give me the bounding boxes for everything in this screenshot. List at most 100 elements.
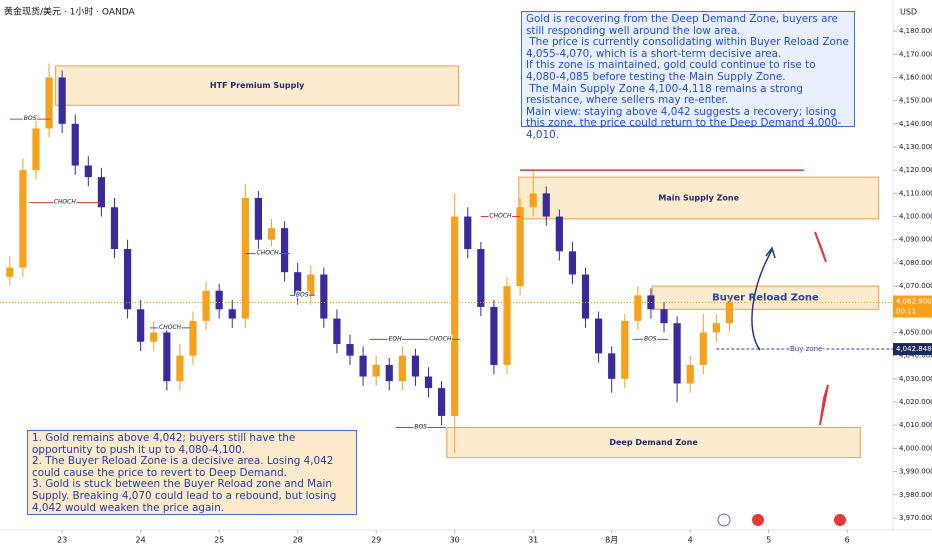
note-line: The price is currently consolidating wit…	[526, 36, 853, 60]
structure-label: CHOCH	[489, 213, 512, 220]
x-tick-label: 30	[450, 536, 460, 545]
candle-body	[228, 309, 236, 319]
candle-body	[137, 309, 145, 342]
event-icon[interactable]	[717, 513, 731, 527]
structure-label: EQH	[389, 335, 403, 342]
candle-body	[320, 274, 328, 319]
candle-body	[307, 274, 315, 296]
structure-label: CHOCH	[159, 324, 182, 331]
candle-body	[110, 207, 119, 250]
candle-body	[333, 318, 341, 345]
candle-body	[123, 249, 132, 310]
event-icon[interactable]	[834, 514, 846, 526]
zone-label: Deep Demand Zone	[609, 438, 698, 447]
candle-body	[647, 295, 655, 310]
structure-label: CHOCH	[257, 250, 280, 257]
x-tick-label: 5	[766, 536, 771, 545]
y-tick-label: 4,110.000	[899, 189, 932, 197]
y-tick-label: 4,160.000	[899, 73, 932, 81]
event-icon[interactable]	[752, 514, 764, 526]
buy-zone-label: Buy zone	[790, 345, 822, 353]
x-tick-label: 6	[845, 536, 850, 545]
candle-body	[411, 355, 420, 377]
candle-body	[477, 249, 485, 307]
zone-label: HTF Premium Supply	[210, 81, 305, 90]
candle-body	[176, 355, 184, 382]
candle-body	[424, 376, 433, 389]
y-tick-label: 4,050.000	[899, 328, 932, 336]
candle-body	[568, 251, 577, 275]
candle-body	[150, 332, 158, 342]
candle-body	[398, 355, 406, 382]
y-tick-label: 4,100.000	[899, 213, 932, 221]
candle-body	[516, 207, 524, 287]
buy-zone-tag	[893, 343, 932, 356]
y-tick-label: 4,080.000	[899, 259, 932, 267]
last-price-label: 4,062.900	[896, 298, 932, 306]
y-tick-label: 4,140.000	[899, 120, 932, 128]
note-line: Main view: staying above 4,042 suggests …	[526, 105, 842, 141]
zone-label: Buyer Reload Zone	[712, 293, 819, 304]
candle-body	[464, 216, 472, 250]
x-tick-label: 8月	[605, 536, 618, 545]
note-line: 3. Gold is stuck between the Buyer Reloa…	[32, 478, 340, 514]
candle-body	[359, 355, 367, 377]
candle-body	[280, 228, 289, 273]
structure-label: CHOCH	[54, 199, 77, 206]
zone-label: Main Supply Zone	[658, 193, 739, 202]
zone	[55, 65, 460, 106]
candle-body	[84, 165, 92, 178]
y-tick-label: 3,970.000	[899, 514, 932, 522]
candle-body	[372, 364, 380, 377]
y-tick-label: 3,990.000	[899, 468, 932, 476]
candle-body	[346, 344, 354, 356]
candle-body	[254, 197, 263, 240]
structure-label: BOS	[414, 424, 427, 431]
candle-body	[58, 77, 66, 124]
x-tick-label: 28	[293, 536, 303, 545]
projection-arrow	[751, 249, 773, 351]
y-tick-label: 3,980.000	[899, 491, 932, 499]
candle-body	[634, 295, 642, 321]
x-tick-label: 24	[136, 536, 146, 545]
zone	[446, 427, 861, 459]
candle-body	[32, 128, 40, 171]
note-line: If this zone is maintained, gold could c…	[526, 59, 819, 83]
candle-body	[71, 123, 79, 166]
structure-label: CHOCH	[429, 335, 452, 342]
annotation-layer: BOS CHOCH CHOCH CHOCH BOS EQH CHOCH BOS CHOCH BOS…	[0, 114, 893, 432]
y-tick-label: 4,180.000	[899, 27, 932, 35]
y-tick-label: 4,090.000	[899, 236, 932, 244]
buy-zone-price: 4,042.848	[896, 345, 932, 353]
x-tick-label: 29	[371, 536, 381, 545]
candle-body	[267, 228, 276, 240]
summary-note: 1. Gold remains above 4,042; buyers stil…	[27, 430, 357, 515]
structure-label: BOS	[24, 115, 37, 122]
candle-body	[241, 197, 249, 319]
candle-body	[437, 388, 446, 416]
candle-body	[385, 364, 393, 382]
candle-body	[294, 272, 302, 296]
candle-body	[699, 332, 707, 365]
candles-layer	[6, 63, 734, 454]
y-tick-label: 4,030.000	[899, 375, 932, 383]
candle-body	[19, 170, 27, 268]
candle-body	[555, 216, 563, 252]
candle-body	[45, 77, 53, 129]
chart-title: 黄金现货/美元 · 1小时 · OANDA	[4, 6, 136, 18]
candle-body	[595, 318, 603, 354]
y-tick-label: 4,170.000	[899, 50, 932, 58]
y-tick-label: 4,070.000	[899, 282, 932, 290]
candle-body	[542, 193, 550, 217]
candle-body	[202, 290, 210, 321]
down-arrow	[814, 231, 827, 263]
analysis-note: Gold is recovering from the Deep Demand …	[521, 11, 855, 141]
y-tick-label: 4,120.000	[899, 166, 932, 174]
up-arrow	[819, 384, 829, 426]
x-tick-label: 4	[688, 536, 693, 545]
y-tick-label: 4,040.000	[899, 352, 932, 360]
zones-layer: HTF Premium Supply Main Supply Zone Buyer …	[55, 65, 880, 459]
candle-body	[503, 286, 511, 365]
x-tick-label: 31	[528, 536, 538, 545]
